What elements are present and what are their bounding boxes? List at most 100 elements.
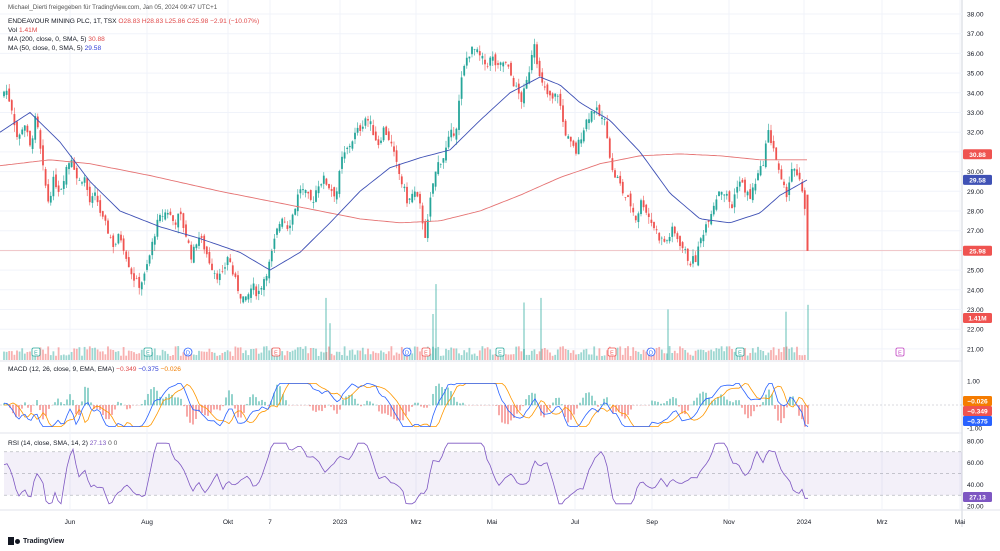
volume-bar — [590, 354, 593, 360]
candle-body — [146, 264, 148, 270]
volume-bar — [598, 348, 601, 360]
candle-body — [117, 233, 120, 244]
candle-body — [512, 77, 515, 87]
volume-bar — [530, 350, 533, 360]
candle-body — [697, 246, 700, 266]
volume-bar — [177, 346, 180, 360]
macd-histogram-bar — [768, 389, 770, 406]
volume-bar — [367, 348, 369, 360]
ma50-badge: 29.58 — [969, 177, 986, 184]
volume-bar — [57, 347, 60, 360]
volume-bar — [299, 346, 302, 360]
candle-body — [650, 219, 653, 223]
candle-body — [367, 119, 369, 121]
macd-histogram-bar — [39, 405, 41, 411]
candle-body — [723, 194, 726, 196]
candle-body — [736, 186, 739, 193]
candle-body — [465, 57, 468, 66]
macd-histogram-bar — [336, 405, 338, 414]
candle-body — [125, 251, 128, 259]
candle-body — [289, 225, 291, 229]
volume-bar — [486, 347, 489, 360]
volume-bar — [317, 355, 320, 360]
volume-bar — [364, 354, 367, 360]
candle-body — [143, 273, 146, 281]
candle-body — [39, 130, 42, 149]
candle-body — [380, 140, 382, 143]
tradingview-logo[interactable]: TradingView — [8, 537, 64, 545]
rsi-label: RSI (14, close, SMA, 14, 2) — [8, 440, 88, 447]
volume-bar — [694, 350, 697, 360]
candle-body — [107, 220, 109, 234]
candle-body — [762, 165, 765, 166]
candle-body — [218, 273, 221, 281]
candle-body — [29, 131, 31, 146]
candle-body — [619, 175, 622, 184]
candle-body — [120, 234, 122, 241]
candle-body — [278, 224, 281, 232]
time-tick-label: Mai — [487, 519, 498, 526]
candle-body — [434, 171, 437, 187]
candle-body — [468, 56, 471, 59]
macd-legend: MACD (12, 26, close, 9, EMA, EMA) −0.349… — [8, 365, 181, 374]
macd-histogram-bar — [204, 405, 206, 416]
volume-bar — [764, 355, 767, 360]
time-tick-label: 7 — [268, 519, 272, 526]
volume-bar — [244, 350, 247, 360]
volume-bar — [619, 346, 622, 360]
macd-histogram-bar — [24, 402, 26, 406]
macd-histogram-bar — [579, 402, 581, 406]
volume-bar — [278, 353, 281, 360]
candle-body — [481, 55, 484, 59]
macd-histogram-bar — [171, 394, 173, 406]
candle-body — [198, 237, 200, 246]
candle-body — [530, 54, 533, 71]
rsi-band-fill — [4, 451, 962, 496]
ma200-badge-bg — [963, 149, 992, 160]
volume-bar — [187, 352, 190, 360]
volume-bar — [8, 351, 11, 360]
candle-body — [382, 127, 385, 141]
volume-bar — [499, 353, 502, 360]
event-marker-label: D — [649, 351, 653, 357]
last-candle — [806, 194, 809, 251]
volume-bar — [18, 351, 21, 360]
candle-body — [153, 236, 156, 245]
ma200-line — [0, 153, 807, 224]
volume-bar — [133, 352, 135, 360]
candle-body — [244, 296, 247, 301]
rsi-value-2: 0 — [108, 440, 112, 447]
candle-body — [694, 255, 697, 262]
volume-bar — [252, 348, 255, 360]
candle-body — [520, 92, 523, 102]
candle-body — [406, 186, 408, 204]
volume-bar — [720, 346, 723, 360]
candle-body — [445, 147, 447, 161]
volume-bar — [684, 350, 687, 360]
candle-body — [580, 139, 583, 144]
candle-body — [307, 191, 310, 194]
candle-body — [554, 93, 557, 97]
macd-histogram-bar — [111, 405, 113, 415]
candle-body — [242, 296, 245, 303]
volume-badge: 1.41M — [968, 316, 987, 323]
candle-body — [684, 249, 687, 250]
volume-bar — [395, 352, 398, 360]
price-tick-label: 25.00 — [967, 268, 984, 275]
ma200-legend: MA (200, close, 0, SMA, 5) 30.88 — [8, 35, 105, 44]
candle-body — [320, 184, 323, 186]
candle-body — [57, 185, 60, 192]
macd-histogram-bar — [267, 405, 269, 406]
volume-bar — [13, 354, 16, 360]
volume-bar — [541, 348, 544, 360]
volume-bar — [192, 354, 195, 360]
macd-histogram-bar — [6, 403, 8, 406]
candle-body — [200, 236, 203, 238]
macd-signal-badge: −0.026 — [967, 399, 988, 406]
macd-histogram-bar — [672, 397, 674, 406]
time-tick-label: Nov — [723, 519, 735, 526]
candle-body — [731, 204, 733, 209]
macd-histogram-bar — [201, 405, 203, 413]
